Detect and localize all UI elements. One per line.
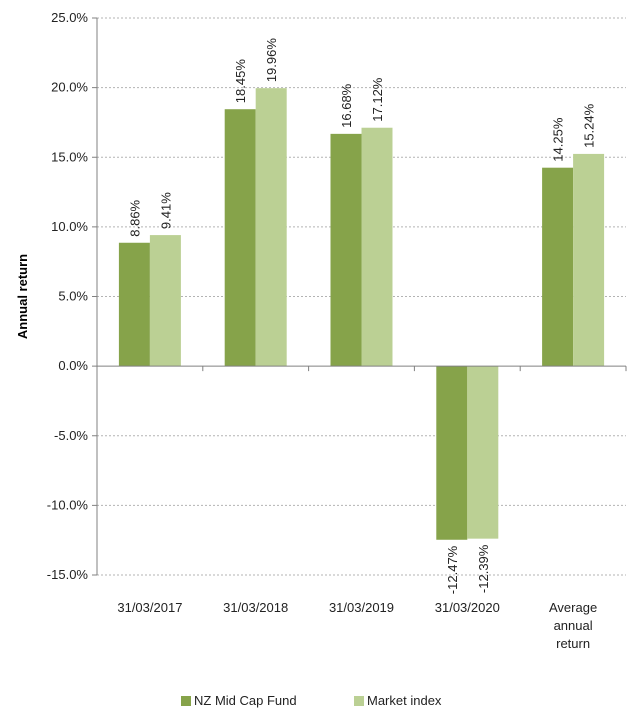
data-label: 16.68% [339,83,354,128]
y-tick-label: 5.0% [58,289,88,304]
data-label: 19.96% [264,38,279,83]
x-tick-label: annual [554,618,593,633]
x-tick-label: 31/03/2018 [223,600,288,615]
bar [467,366,499,539]
legend-label: NZ Mid Cap Fund [194,693,297,708]
bar [330,133,362,367]
data-label: 15.24% [582,103,597,148]
y-tick-label: 15.0% [51,149,88,164]
data-label: 14.25% [551,117,566,162]
bar [436,366,468,540]
x-tick-label: 31/03/2019 [329,600,394,615]
y-axis-title: Annual return [15,254,30,339]
data-label: 9.41% [158,192,173,229]
bars [118,88,605,540]
bar [149,235,181,367]
y-tick-label: -5.0% [54,428,88,443]
data-label: 8.86% [127,199,142,236]
y-tick-label: 10.0% [51,219,88,234]
legend-label: Market index [367,693,442,708]
legend-swatch [181,696,191,706]
data-label: 17.12% [370,77,385,122]
bar [255,88,287,367]
data-label: 18.45% [233,59,248,104]
bar [361,127,393,367]
legend: NZ Mid Cap Fund Market index [181,693,442,708]
bar [224,109,256,367]
x-tick-label: 31/03/2020 [435,600,500,615]
x-tick-label: 31/03/2017 [117,600,182,615]
bar [118,242,150,367]
data-label: -12.47% [445,545,460,594]
y-tick-label: -10.0% [47,497,89,512]
bar [573,153,605,367]
x-tick-label: Average [549,600,597,615]
y-tick-label: 25.0% [51,10,88,25]
bar [542,167,574,367]
y-tick-label: 0.0% [58,358,88,373]
y-tick-label: -15.0% [47,567,89,582]
legend-swatch [354,696,364,706]
axes [92,17,627,576]
x-tick-labels: 31/03/2017 31/03/2018 31/03/2019 31/03/2020… [117,600,597,651]
data-label: -12.39% [476,544,491,593]
y-tick-label: 20.0% [51,80,88,95]
x-tick-label: return [556,636,590,651]
y-tick-labels: -15.0% -10.0% -5.0% 0.0% 5.0% 10.0% 15.0% 20.0%… [47,10,89,582]
data-labels: 8.86% 9.41% 18.45% 19.96% 16.68% 17.12% -12.47… [127,38,596,595]
